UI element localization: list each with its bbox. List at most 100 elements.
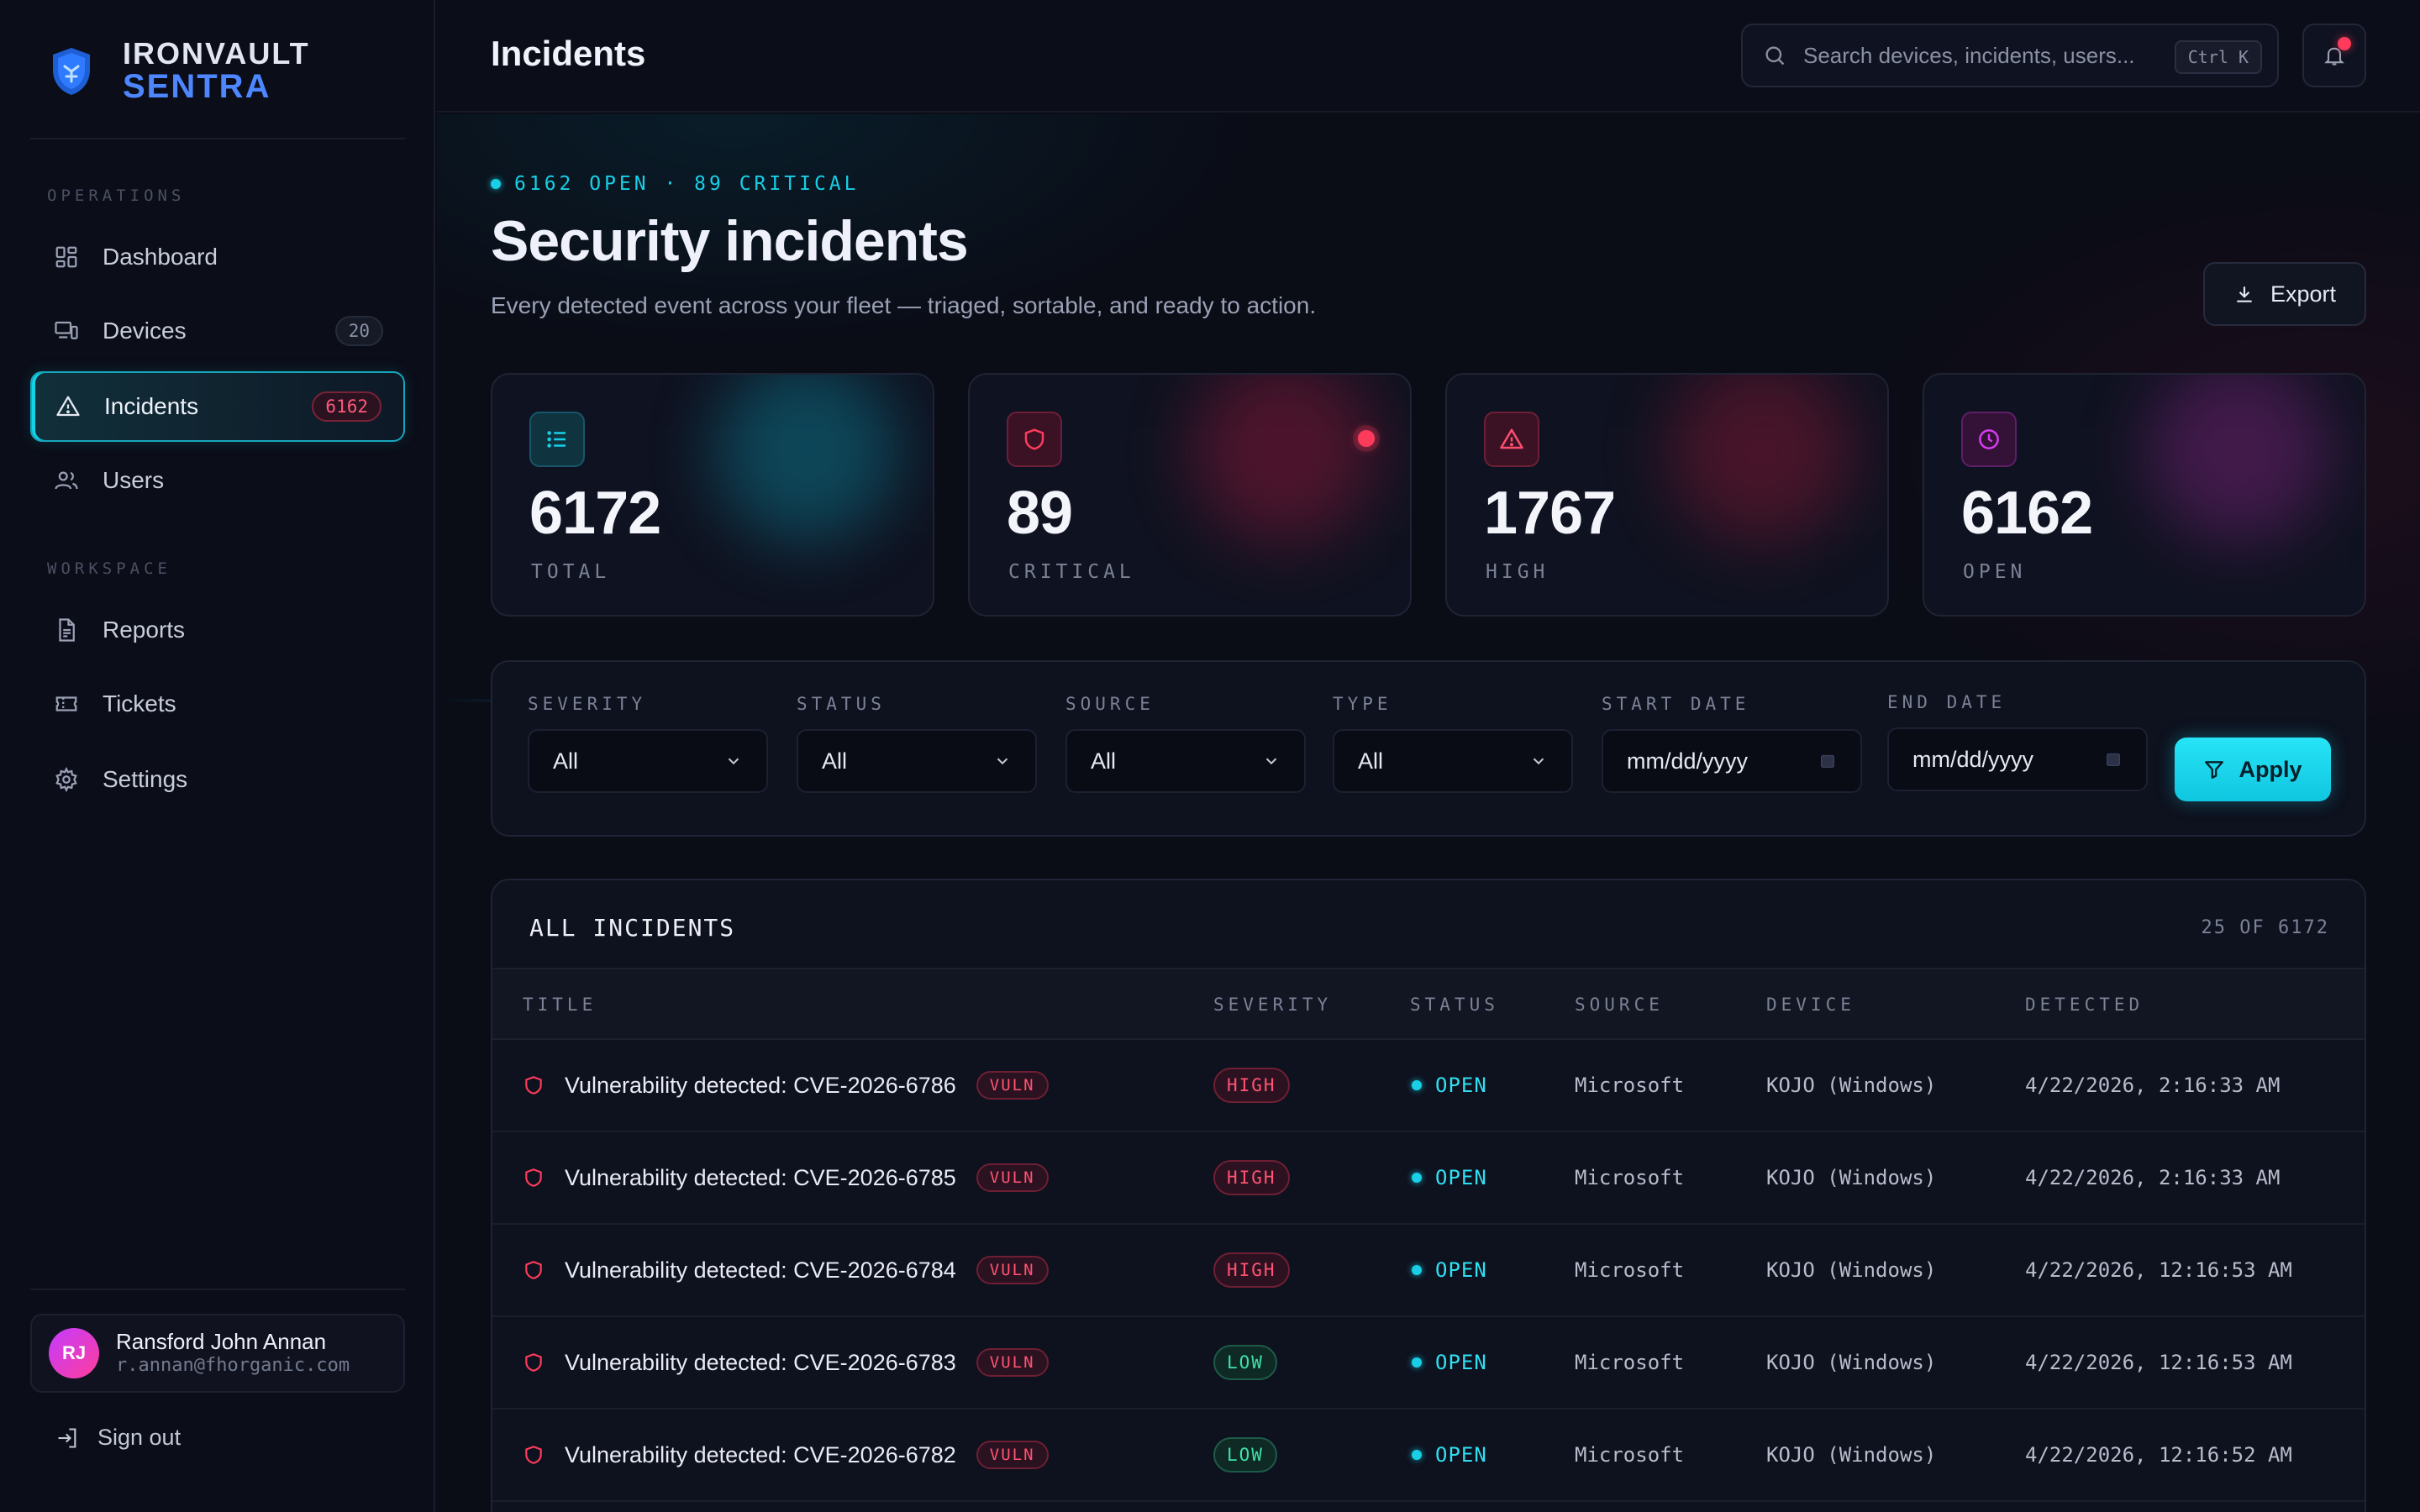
shield-icon	[523, 1259, 544, 1281]
sidebar-item-label: Settings	[103, 766, 188, 792]
severity-select[interactable]: All	[528, 729, 768, 793]
severity-badge: LOW	[1213, 1345, 1277, 1380]
source-cell: Microsoft	[1575, 1258, 1685, 1282]
stat-card-open: 6162 OPEN	[1923, 373, 2366, 617]
severity-badge: HIGH	[1213, 1252, 1290, 1288]
bell-icon	[2324, 47, 2344, 66]
brand-name-line2: SENTRA	[123, 68, 271, 105]
stat-card-high: 1767 HIGH	[1445, 373, 1889, 617]
column-header-status[interactable]: STATUS	[1410, 995, 1499, 1015]
table-row[interactable]: Vulnerability detected: CVE-2026-6782 VUL…	[492, 1410, 2365, 1502]
status-dot	[1412, 1173, 1422, 1183]
brand-name-line1: IRONVAULT	[123, 36, 310, 71]
sidebar-item-reports[interactable]: Reports	[30, 595, 405, 665]
column-header-severity[interactable]: SEVERITY	[1213, 995, 1333, 1015]
filter-label: TYPE	[1333, 694, 1392, 714]
incident-title[interactable]: Vulnerability detected: CVE-2026-6786	[565, 1072, 956, 1098]
table-row[interactable]: Vulnerability detected: CVE-2026-6785 VUL…	[492, 1132, 2365, 1225]
status-select[interactable]: All	[797, 729, 1037, 793]
detected-cell: 4/22/2026, 2:16:33 AM	[2025, 1166, 2281, 1189]
column-header-detected[interactable]: DETECTED	[2025, 995, 2144, 1015]
brand[interactable]: IRONVAULT SENTRA	[50, 39, 310, 104]
table-row[interactable]: Vulnerability detected: CVE-2026-6786 VUL…	[492, 1040, 2365, 1132]
section-label-workspace: WORKSPACE	[47, 559, 171, 578]
section-subtitle: Every detected event across your fleet —…	[491, 292, 1317, 318]
device-cell: KOJO (Windows)	[1766, 1074, 1937, 1097]
status-text: OPEN	[1435, 1351, 1487, 1374]
apply-filters-button[interactable]: Apply	[2175, 738, 2331, 801]
column-header-row: TITLE SEVERITY STATUS SOURCE DEVICE DETE…	[492, 969, 2365, 1040]
detected-cell: 4/22/2026, 12:16:52 AM	[2025, 1443, 2292, 1467]
device-cell: KOJO (Windows)	[1766, 1443, 1937, 1467]
title-cell: Vulnerability detected: CVE-2026-6785 VUL…	[523, 1132, 1049, 1223]
source-select[interactable]: All	[1065, 729, 1306, 793]
column-header-device[interactable]: DEVICE	[1766, 995, 1855, 1015]
start-date-input[interactable]: mm/dd/yyyy	[1602, 729, 1862, 793]
sidebar-item-incidents[interactable]: Incidents 6162	[30, 371, 405, 442]
notifications-button[interactable]	[2302, 24, 2366, 87]
sidebar-item-devices[interactable]: Devices 20	[30, 296, 405, 366]
stat-value: 6162	[1961, 480, 2093, 547]
export-button[interactable]: Export	[2203, 262, 2366, 326]
severity-cell: LOW	[1213, 1317, 1277, 1408]
column-header-source[interactable]: SOURCE	[1575, 995, 1664, 1015]
detected-cell: 4/22/2026, 2:16:33 AM	[2025, 1074, 2281, 1097]
gear-icon	[54, 767, 79, 792]
filter-label: START DATE	[1602, 694, 1750, 714]
select-value: All	[553, 748, 579, 774]
clock-icon	[1961, 412, 2017, 467]
card-glow	[1669, 375, 1854, 543]
source-cell: Microsoft	[1575, 1074, 1685, 1097]
severity-cell: HIGH	[1213, 1040, 1290, 1131]
filter-icon	[2205, 761, 2224, 779]
dashboard-icon	[54, 244, 79, 270]
chevron-down-icon	[728, 758, 739, 765]
user-card[interactable]: RJ Ransford John Annan r.annan@fhorganic…	[30, 1314, 405, 1393]
shield-icon	[523, 1444, 544, 1466]
title-cell: Vulnerability detected: CVE-2026-6783 VUL…	[523, 1317, 1049, 1408]
incident-title[interactable]: Vulnerability detected: CVE-2026-6782	[565, 1441, 956, 1467]
search-box[interactable]: Ctrl K	[1741, 24, 2279, 87]
sidebar-item-tickets[interactable]: Tickets	[30, 669, 405, 739]
devices-icon	[54, 318, 79, 344]
search-input[interactable]	[1803, 42, 2148, 69]
sidebar-item-settings[interactable]: Settings	[30, 744, 405, 815]
title-cell: Vulnerability detected: CVE-2026-6784 VUL…	[523, 1225, 1049, 1315]
filter-label: END DATE	[1887, 692, 2007, 712]
status-cell: OPEN	[1412, 1040, 1487, 1131]
incident-title[interactable]: Vulnerability detected: CVE-2026-6784	[565, 1257, 956, 1283]
type-select[interactable]: All	[1333, 729, 1573, 793]
device-cell: KOJO (Windows)	[1766, 1258, 1937, 1282]
status-indicator: OPEN	[1412, 1074, 1487, 1097]
type-filter: TYPE All	[1333, 694, 1573, 793]
type-tag: VULN	[976, 1163, 1049, 1192]
stat-value: 6172	[529, 480, 661, 547]
card-glow	[2146, 375, 2331, 543]
sidebar-item-users[interactable]: Users	[30, 445, 405, 516]
stat-label: HIGH	[1486, 561, 1549, 583]
sidebar-item-label: Users	[103, 467, 165, 493]
sidebar-item-label: Reports	[103, 617, 186, 643]
section-label-operations: OPERATIONS	[47, 186, 186, 205]
sidebar-divider	[30, 1289, 405, 1290]
table-row[interactable]: Vulnerability detected: CVE-2026-6783 VUL…	[492, 1317, 2365, 1410]
device-cell: KOJO (Windows)	[1766, 1166, 1937, 1189]
alert-triangle-icon	[55, 394, 81, 419]
incident-title[interactable]: Vulnerability detected: CVE-2026-6785	[565, 1164, 956, 1190]
status-cell: OPEN	[1412, 1317, 1487, 1408]
column-header-title[interactable]: TITLE	[523, 995, 597, 1015]
status-cell: OPEN	[1412, 1410, 1487, 1500]
type-tag: VULN	[976, 1071, 1049, 1100]
sign-out-button[interactable]: Sign out	[55, 1425, 181, 1451]
chevron-down-icon	[1533, 758, 1544, 765]
source-cell: Microsoft	[1575, 1443, 1685, 1467]
sidebar-item-dashboard[interactable]: Dashboard	[30, 222, 405, 292]
sign-in-arrow-icon	[58, 1427, 76, 1448]
end-date-input[interactable]: mm/dd/yyyy	[1887, 727, 2148, 791]
table-row[interactable]: Vulnerability detected: CVE-2026-6784 VUL…	[492, 1225, 2365, 1317]
severity-cell: HIGH	[1213, 1225, 1290, 1315]
export-label: Export	[2270, 281, 2337, 307]
card-glow	[714, 375, 899, 543]
notification-dot	[2338, 37, 2351, 50]
incident-title[interactable]: Vulnerability detected: CVE-2026-6783	[565, 1349, 956, 1375]
